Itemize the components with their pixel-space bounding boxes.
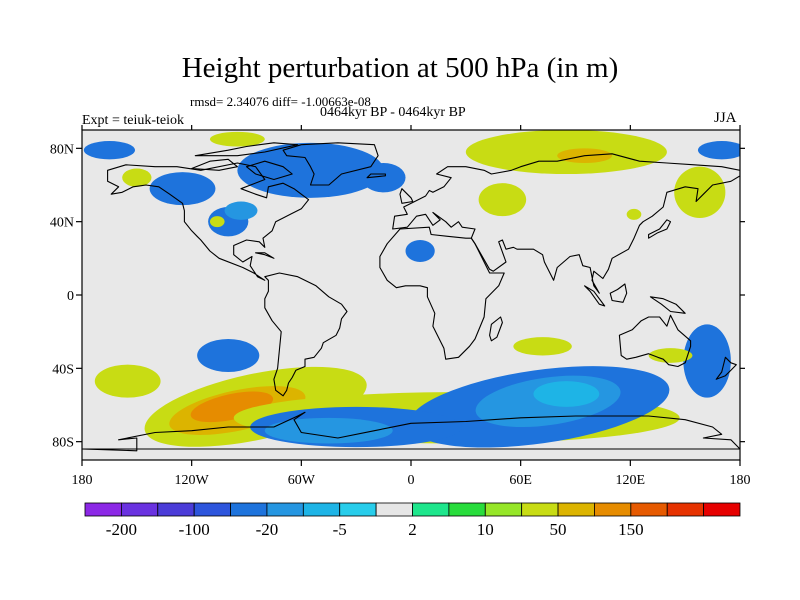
lon-tick-label: 0: [408, 473, 415, 488]
anomaly-patch: [122, 168, 152, 187]
lat-tick-label: 40S: [52, 362, 74, 377]
coastline: [648, 219, 672, 239]
colorbar-swatch: [484, 502, 523, 517]
lon-tick-label: 180: [730, 473, 751, 488]
season-label: JJA: [714, 110, 737, 126]
colorbar-swatch: [266, 502, 304, 517]
lat-tick-label: 40N: [50, 216, 74, 231]
lon-tick-label: 60W: [288, 473, 316, 488]
lon-tick-label: 60E: [509, 473, 532, 488]
colorbar-swatch: [302, 502, 341, 517]
colorbar-swatch: [448, 502, 486, 517]
colorbar-label: 50: [550, 520, 567, 539]
anomaly-patch: [674, 166, 726, 218]
lon-tick-label: 120E: [616, 473, 646, 488]
lat-tick-label: 80N: [50, 142, 74, 157]
anomaly-patch: [209, 216, 225, 228]
colorbar-swatch: [557, 502, 595, 517]
coastline: [191, 158, 238, 171]
anomaly-patch: [209, 131, 265, 147]
colorbar-label: -200: [106, 520, 137, 539]
colorbar-label: 10: [477, 520, 494, 539]
coastline: [399, 188, 414, 204]
colorbar-swatch: [703, 502, 741, 517]
anomaly-patch: [197, 339, 260, 372]
coastline: [366, 173, 386, 179]
coastline: [715, 356, 737, 380]
anomaly-patch: [513, 337, 572, 356]
anomaly-patch: [626, 208, 642, 220]
anomaly-patch: [224, 201, 258, 220]
colorbar-swatch: [120, 502, 159, 517]
colorbar-label: -5: [333, 520, 347, 539]
coastline: [82, 411, 740, 452]
rmsd-diff-stats: rmsd= 2.34076 diff= -1.00663e-08: [190, 94, 371, 109]
colorbar-swatch: [594, 502, 632, 517]
coastline: [649, 296, 686, 314]
anomaly-patch: [533, 381, 600, 407]
coastline: [609, 283, 628, 303]
coastline: [489, 316, 503, 342]
experiment-label: Expt = teiuk-teiok: [82, 113, 184, 128]
colorbar-swatch: [375, 502, 413, 517]
colorbar-label: -20: [256, 520, 279, 539]
colorbar-swatch: [339, 502, 377, 517]
lon-tick-label: 120W: [175, 473, 210, 488]
coastline: [194, 142, 299, 157]
lat-tick-label: 80S: [52, 436, 74, 451]
colorbar-swatch: [84, 502, 122, 517]
coastline: [379, 226, 505, 360]
anomaly-patch: [478, 183, 527, 217]
colorbar-swatch: [230, 502, 268, 517]
coastline: [107, 162, 310, 281]
anomaly-patch: [149, 172, 216, 206]
colorbar-swatch: [666, 502, 705, 517]
colorbar-swatch: [157, 502, 195, 517]
coastlines: [82, 142, 740, 452]
colorbar-swatch: [193, 502, 231, 517]
coastline: [618, 314, 692, 368]
colorbar-swatch: [521, 502, 559, 517]
lon-tick-label: 180: [72, 473, 93, 488]
colorbar-swatch: [630, 502, 668, 517]
coastline: [264, 272, 348, 397]
colorbar-label: 2: [408, 520, 417, 539]
anomaly-patch: [83, 141, 136, 160]
anomaly-patch: [237, 142, 384, 198]
anomaly-patch: [683, 324, 731, 398]
colorbar-label: -100: [179, 520, 210, 539]
period-label: 0464kyr BP - 0464kyr BP: [320, 105, 466, 120]
anomaly-patch: [361, 163, 406, 193]
anomaly-patch: [405, 240, 435, 262]
lat-tick-label: 0: [67, 289, 74, 304]
coastline: [255, 252, 275, 259]
anomaly-patch: [648, 348, 693, 363]
coastline: [245, 160, 293, 181]
coastline: [282, 142, 379, 186]
coastline: [584, 285, 606, 307]
anomaly-patch: [190, 391, 274, 423]
anomaly-patch: [697, 141, 740, 160]
colorbar-swatch: [412, 502, 450, 517]
plot-title: Height perturbation at 500 hPa (in m): [181, 52, 619, 84]
anomaly-field: [83, 130, 740, 448]
colorbar-label: 150: [618, 520, 644, 539]
anomaly-patch: [94, 364, 161, 398]
